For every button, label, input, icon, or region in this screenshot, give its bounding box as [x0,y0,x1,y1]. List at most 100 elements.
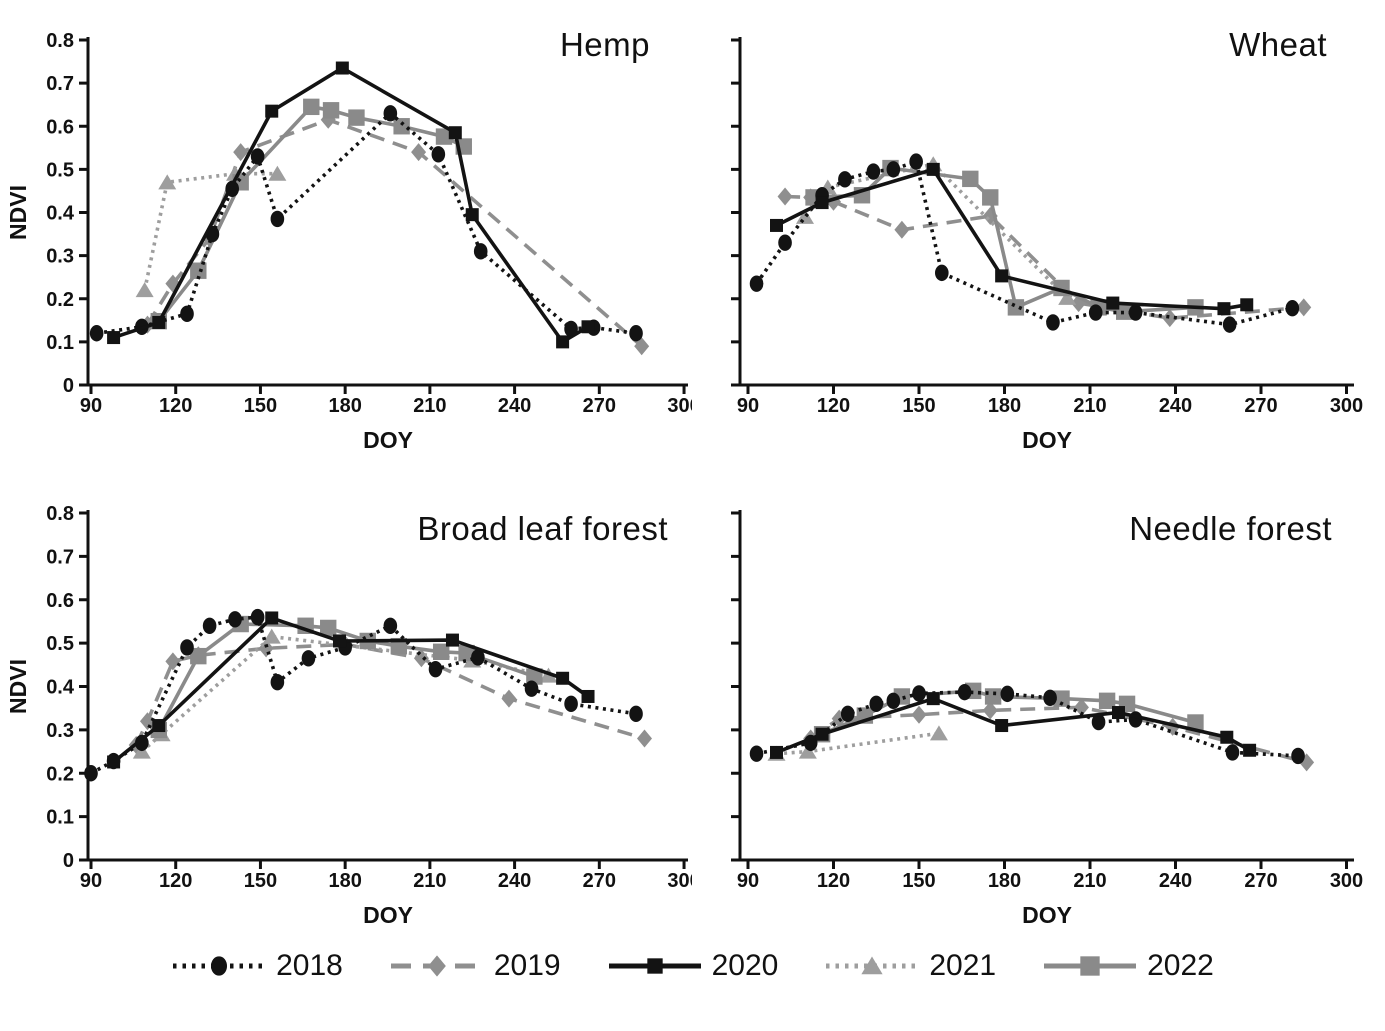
marker-2022 [435,128,453,145]
x-tick-label: 150 [244,870,277,892]
marker-2018 [270,210,285,228]
marker-2018 [778,234,792,251]
marker-2020 [333,634,347,648]
marker-2021 [798,743,817,759]
x-tick-label: 180 [988,870,1021,892]
marker-2020 [815,196,829,210]
marker-2018 [524,680,539,697]
legend-item-2021: 2021 [824,946,996,986]
series-markers-2018 [84,608,643,782]
marker-2020 [448,126,462,140]
marker-2022 [1007,299,1025,316]
panel-needle-forest: 90 120 150 180 210 240 270 300 DOY Needle forest [692,460,1385,930]
legend-item-2022: 2022 [1042,946,1214,986]
legend-item-2020: 2020 [607,946,779,986]
y-axis-title: NDVI [5,185,31,240]
axes [79,510,688,869]
series-line-2018 [96,110,637,336]
legend-sample-circle-icon [173,956,266,976]
marker-2018 [838,171,852,188]
marker-2019 [634,337,650,356]
y-tick-label: 0.6 [46,590,74,612]
axes [79,37,688,394]
y-tick-label: 0.4 [46,677,75,699]
legend-label: 2020 [711,949,779,982]
marker-2021 [929,725,948,741]
marker-2018 [1291,747,1305,765]
marker-2018 [383,617,398,634]
x-tick-label: 90 [80,870,102,892]
marker-2020 [770,745,783,759]
marker-2020 [1217,302,1231,316]
series-line-2020 [113,65,589,345]
marker-2021 [158,174,177,190]
marker-2020 [107,331,121,345]
marker-2019 [165,652,181,671]
x-tick-label: 180 [328,870,361,892]
marker-2019 [501,689,517,708]
marker-2022 [1116,303,1133,320]
x-axis-title: DOY [363,427,413,453]
marker-2022 [1098,692,1116,710]
marker-2018 [886,692,901,710]
marker-2018 [428,660,443,678]
y-tick-label: 0.8 [46,503,74,525]
marker-2018 [180,639,194,656]
marker-2022 [984,688,1002,705]
panel-broad-leaf-forest: 90 120 150 180 210 240 270 300 0 0.1 0.2 0.3 0.4 0.5 0… [0,460,692,930]
legend-sample-diamond-icon [390,955,483,977]
marker-2018 [301,650,316,667]
marker-2018 [1285,300,1300,317]
marker-2018 [135,734,149,752]
legend-marker-2018 [211,956,228,976]
y-tick-label: 0 [63,375,74,397]
legend-label: 2018 [276,949,343,982]
x-tick-label: 180 [988,395,1021,417]
marker-2022 [320,619,337,637]
x-tick-label: 270 [1244,870,1277,892]
series-line-2021 [142,171,278,291]
marker-2019 [894,220,910,239]
series-markers-2020 [107,61,595,349]
legend-marker-2022 [1080,956,1100,976]
marker-2020 [1112,706,1125,720]
marker-2018 [84,765,98,782]
marker-2018 [1128,304,1143,321]
legend-marker-2021 [861,956,883,975]
series-markers-2020 [770,162,1254,316]
marker-2018 [270,673,285,691]
marker-2020 [770,218,783,232]
marker-2018 [228,611,242,628]
marker-2018 [840,705,855,723]
y-tick-label: 0.2 [46,289,74,311]
series-markers-2022 [805,159,1204,320]
series-markers-2021 [135,165,287,298]
panel-wheat: 90 120 150 180 210 240 270 300 DOY Wheat [692,0,1385,460]
marker-2018 [431,146,446,163]
marker-2018 [180,305,194,323]
panel-hemp: 90 120 150 180 210 240 270 300 0 0.1 0.2 0.3 0.4 0.5 0… [0,0,692,460]
legend-item-2019: 2019 [389,946,561,986]
panel-title-needle-forest: Needle forest [1129,510,1332,547]
marker-2021 [268,165,287,181]
legend-marker-2020 [646,958,663,974]
series-markers-2021 [767,725,948,761]
x-tick-label: 240 [498,870,531,892]
marker-2019 [637,729,653,748]
x-tick-label: 270 [1244,395,1277,417]
y-tick-label: 0 [63,850,74,872]
y-tick-label: 0.5 [46,633,74,655]
marker-2018 [1043,689,1057,706]
marker-2019 [1162,309,1178,328]
marker-2022 [303,98,320,116]
marker-2022 [962,170,979,188]
series-markers-2022 [150,615,543,739]
y-tick-label: 0.3 [46,246,74,268]
marker-2018 [250,148,265,165]
panel-title-wheat: Wheat [1229,26,1327,63]
marker-2022 [1187,714,1204,731]
x-tick-label: 240 [1159,395,1192,417]
marker-2020 [1106,296,1120,310]
marker-2020 [995,719,1009,733]
marker-2020 [556,335,570,349]
